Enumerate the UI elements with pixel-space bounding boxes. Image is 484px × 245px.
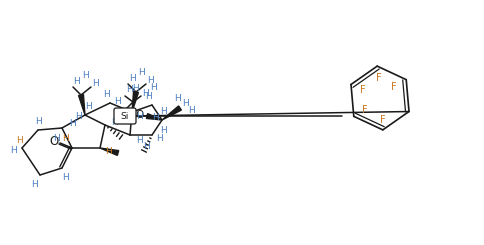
- Text: H: H: [10, 146, 16, 155]
- Text: H: H: [113, 115, 120, 124]
- Text: H: H: [142, 88, 149, 98]
- Text: H: H: [136, 111, 143, 121]
- Text: H: H: [62, 172, 69, 182]
- FancyBboxPatch shape: [114, 108, 136, 124]
- Text: H: H: [34, 117, 41, 125]
- Text: H: H: [132, 84, 139, 93]
- Text: H: H: [114, 97, 121, 106]
- Text: H: H: [76, 111, 82, 121]
- Text: O: O: [136, 110, 144, 120]
- Text: H: H: [188, 106, 195, 114]
- Text: F: F: [361, 105, 367, 115]
- Text: F: F: [379, 115, 385, 125]
- Text: H: H: [143, 142, 150, 150]
- Text: H: H: [74, 76, 80, 86]
- Polygon shape: [78, 95, 85, 115]
- Polygon shape: [132, 92, 138, 112]
- Text: H: H: [104, 89, 110, 98]
- Text: H: H: [160, 125, 167, 135]
- Text: H: H: [30, 180, 37, 188]
- Text: H: H: [92, 78, 99, 87]
- Text: H: H: [138, 68, 145, 76]
- Polygon shape: [146, 114, 162, 120]
- Text: H: H: [174, 94, 181, 102]
- Text: Si: Si: [121, 111, 129, 121]
- Text: H: H: [70, 119, 76, 127]
- Text: H: H: [160, 107, 167, 115]
- Text: H: H: [82, 71, 89, 79]
- Polygon shape: [100, 148, 119, 155]
- Text: H: H: [156, 134, 163, 143]
- Text: H: H: [147, 75, 154, 85]
- Polygon shape: [162, 106, 181, 120]
- Text: H: H: [145, 91, 152, 100]
- Text: H: H: [152, 112, 159, 122]
- Text: H: H: [111, 118, 118, 126]
- Text: F: F: [360, 86, 365, 96]
- Text: F: F: [391, 82, 396, 92]
- Text: H: H: [54, 134, 60, 143]
- Text: H: H: [151, 83, 157, 91]
- Text: H: H: [126, 85, 133, 94]
- Text: H: H: [86, 101, 92, 110]
- Text: H: H: [62, 134, 69, 143]
- Text: H: H: [182, 98, 189, 108]
- Text: H: H: [15, 135, 22, 145]
- Text: H: H: [129, 74, 136, 83]
- Text: F: F: [376, 73, 381, 83]
- Text: O: O: [49, 135, 59, 147]
- Text: H: H: [106, 147, 112, 156]
- Text: H: H: [136, 135, 143, 145]
